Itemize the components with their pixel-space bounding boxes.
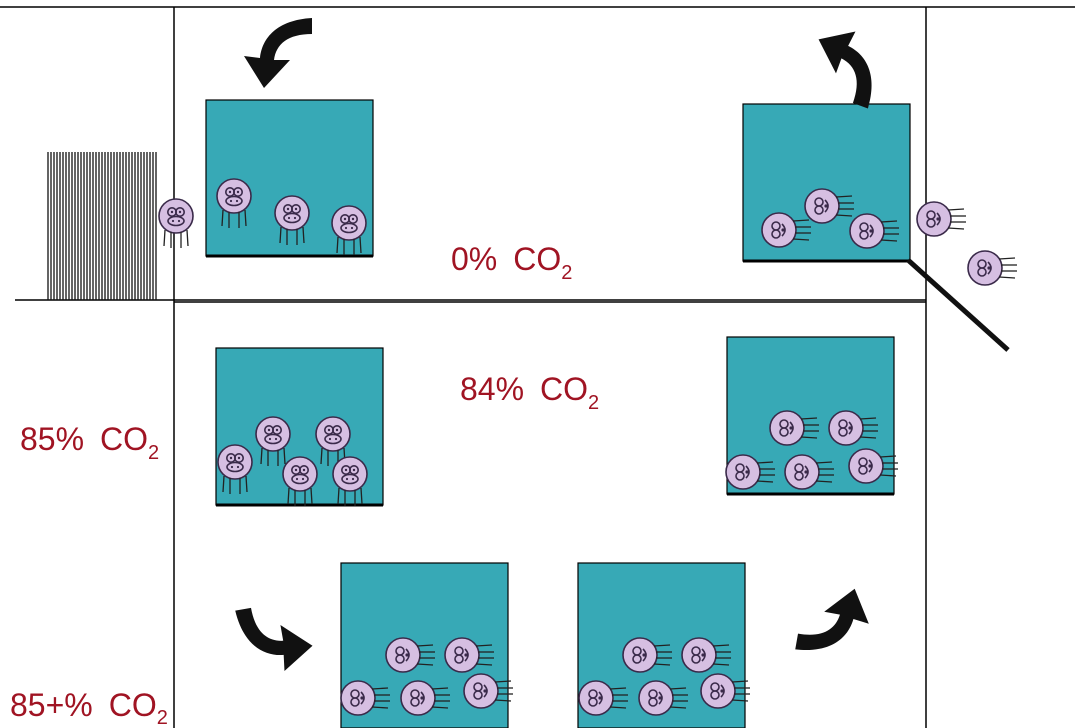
- unloading-ramp: [906, 258, 1010, 352]
- co2-label-left-middle: 85% CO2: [20, 421, 159, 464]
- pig-icon: [967, 250, 1018, 286]
- curved-arrow-icon: [802, 20, 892, 109]
- pig-icon: [916, 201, 967, 237]
- gondola-bottom-left: [340, 562, 514, 728]
- curved-arrow-icon: [795, 580, 875, 662]
- gondola-top-right: [742, 103, 911, 263]
- co2-label-top: 0% CO2: [451, 241, 572, 284]
- chamber-frame: [0, 6, 1075, 728]
- co2-label-middle: 84% CO2: [460, 371, 599, 414]
- gondola-top-left: [205, 99, 374, 258]
- entry-gate-icon: [47, 152, 157, 300]
- gondola-bottom-right: [577, 562, 751, 728]
- curved-arrow-icon: [235, 598, 316, 678]
- co2-label-left-bottom: 85+% CO2: [10, 687, 168, 728]
- pig-icon: [158, 198, 194, 249]
- curved-arrow-icon: [244, 18, 312, 88]
- gondola-middle-left: [215, 347, 384, 507]
- gondola-middle-right: [725, 336, 899, 496]
